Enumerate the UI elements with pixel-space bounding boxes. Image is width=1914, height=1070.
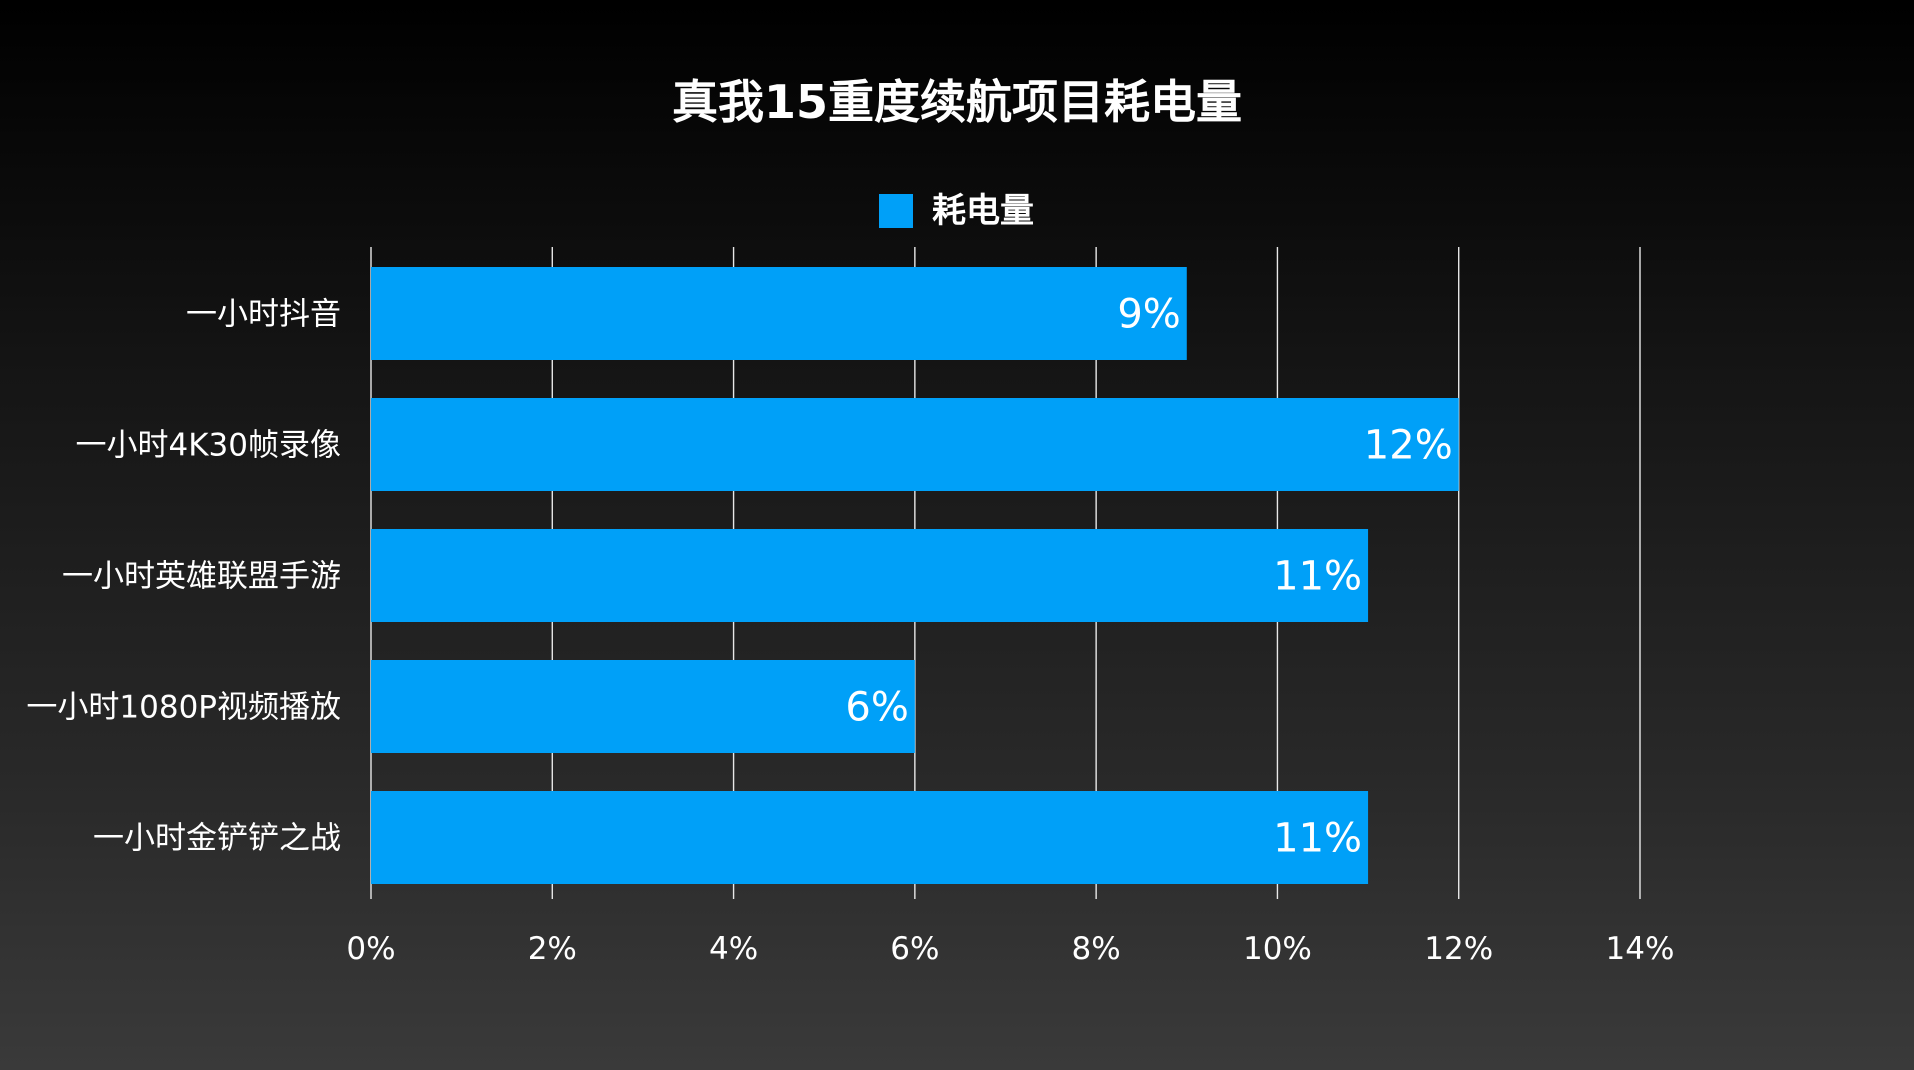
x-tick-label: 2% xyxy=(528,931,577,967)
data-labels: 9% 12% 11% 6% 11% xyxy=(845,292,1452,862)
x-tick-label: 0% xyxy=(346,931,395,967)
category-label: 一小时4K30帧录像 xyxy=(76,428,342,464)
x-tick-label: 12% xyxy=(1424,931,1493,967)
data-label: 11% xyxy=(1273,554,1362,600)
x-tick-label: 8% xyxy=(1072,931,1121,967)
x-tick-label: 14% xyxy=(1606,931,1675,967)
data-label: 11% xyxy=(1273,816,1362,862)
legend-label: 耗电量 xyxy=(932,191,1034,231)
x-tick-label: 6% xyxy=(890,931,939,967)
legend-swatch xyxy=(879,194,913,228)
data-label: 6% xyxy=(845,685,908,731)
x-tick-label: 4% xyxy=(709,931,758,967)
x-tick-label: 10% xyxy=(1243,931,1312,967)
data-label: 9% xyxy=(1117,292,1180,338)
legend: 耗电量 xyxy=(879,191,1034,231)
bar xyxy=(371,398,1459,491)
bar xyxy=(371,791,1369,884)
bar xyxy=(371,529,1369,622)
chart-title: 真我15重度续航项目耗电量 xyxy=(672,75,1242,129)
category-label: 一小时抖音 xyxy=(186,297,341,333)
bar xyxy=(371,267,1187,360)
x-axis-ticks: 0% 2% 4% 6% 8% 10% 12% 14% xyxy=(346,931,1674,967)
category-label: 一小时1080P视频播放 xyxy=(26,690,341,726)
bars xyxy=(371,267,1459,884)
bar xyxy=(371,660,915,753)
category-label: 一小时金铲铲之战 xyxy=(93,821,341,857)
data-label: 12% xyxy=(1364,423,1453,469)
category-label: 一小时英雄联盟手游 xyxy=(62,559,341,595)
category-labels: 一小时抖音一小时4K30帧录像一小时英雄联盟手游一小时1080P视频播放一小时金… xyxy=(26,297,341,857)
